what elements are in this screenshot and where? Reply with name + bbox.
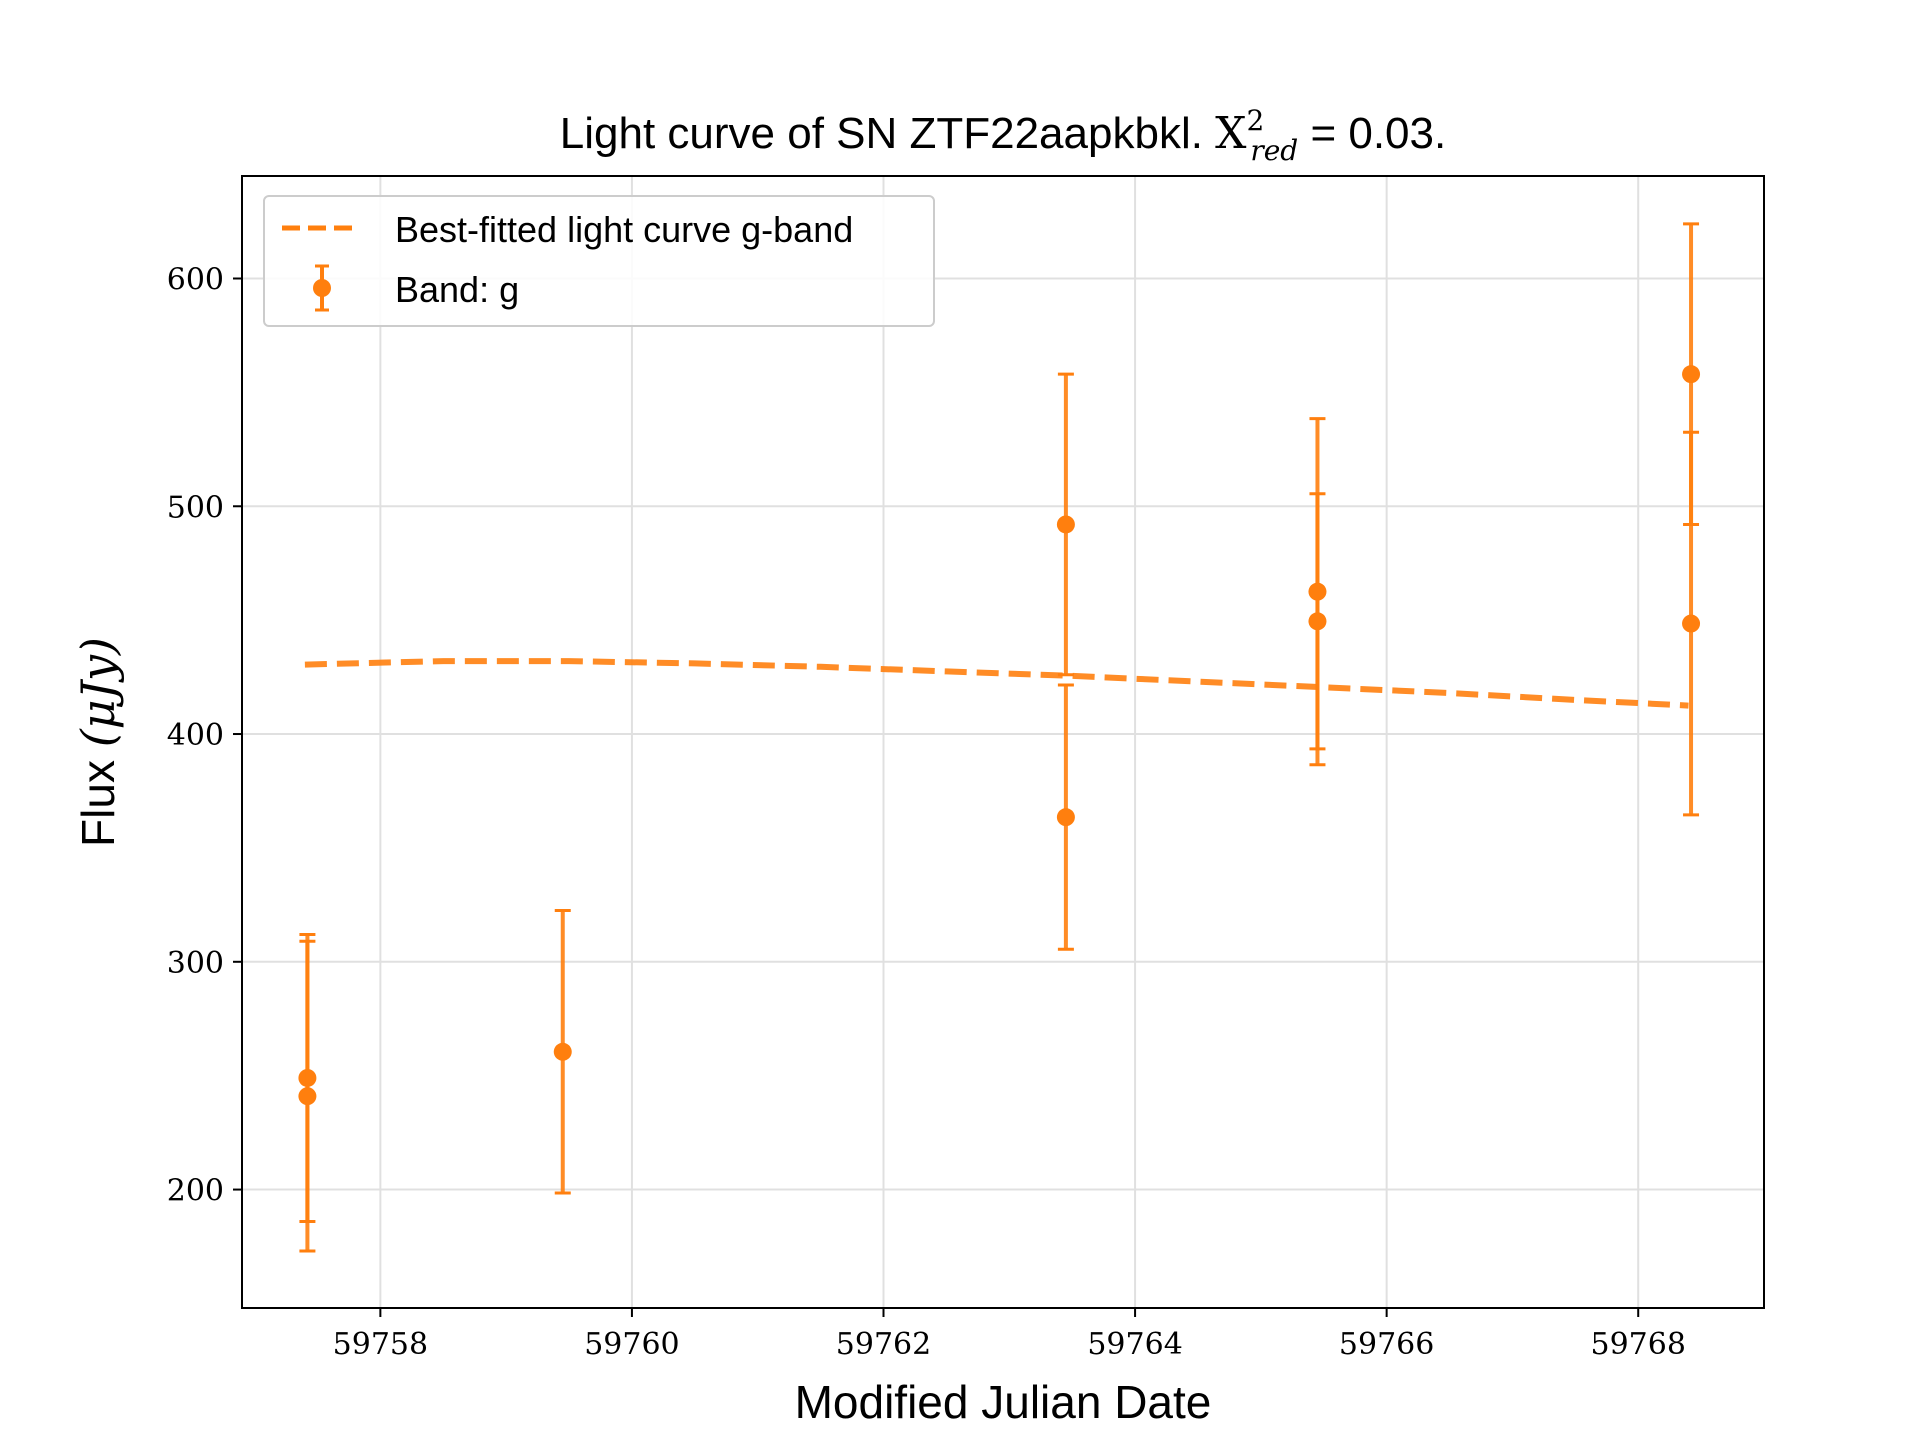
chart-title-prefix: Light curve of SN ZTF22aapkbkl. xyxy=(560,109,1215,158)
data-point xyxy=(1682,614,1701,633)
data-point xyxy=(553,1042,572,1061)
chart-title-suffix: = 0.03. xyxy=(1298,109,1446,158)
y-axis-label-text: Flux xyxy=(72,747,124,847)
legend-errorbar-swatch xyxy=(313,264,331,312)
grid xyxy=(242,176,1764,1308)
x-tick-label: 59764 xyxy=(1087,1327,1182,1362)
errorbar-point xyxy=(1308,492,1327,751)
x-tick-label: 59766 xyxy=(1339,1327,1434,1362)
data-point xyxy=(1056,515,1075,534)
legend-marker-dot xyxy=(313,279,331,297)
errorbar-point xyxy=(298,939,317,1253)
legend-label-fit: Best-fitted light curve g-band xyxy=(395,209,853,250)
y-tick-label: 300 xyxy=(167,946,224,981)
legend-box xyxy=(263,195,935,327)
errorbar-layer xyxy=(298,222,1701,1253)
fit-curve-layer xyxy=(304,658,1689,709)
data-point xyxy=(1056,808,1075,827)
plot-frame xyxy=(241,175,1765,1309)
errorbar-point xyxy=(1682,430,1701,817)
errorbar-point xyxy=(1056,372,1075,677)
x-axis-label: Modified Julian Date xyxy=(795,1376,1212,1428)
chart-title: Light curve of SN ZTF22aapkbkl. X2 red = … xyxy=(560,104,1446,167)
data-point xyxy=(298,1087,317,1106)
chi-subscript: red xyxy=(1250,134,1298,167)
y-axis-label: Flux (μJy) xyxy=(71,637,125,847)
chi-symbol: X xyxy=(1215,108,1247,159)
errorbar-point xyxy=(553,909,572,1195)
ticks: 59758 59760 59762 59764 59766 59768 200 300 400 5… xyxy=(167,262,1686,1362)
y-axis-label-unit: (μJy) xyxy=(71,637,125,747)
errorbar-point xyxy=(1056,683,1075,951)
y-tick-label: 600 xyxy=(167,262,224,297)
x-tick-label: 59758 xyxy=(333,1327,428,1362)
x-tick-label: 59768 xyxy=(1590,1327,1685,1362)
chi-superscript: 2 xyxy=(1247,104,1265,137)
fit-curve-line xyxy=(304,658,1689,709)
x-tick-label: 59762 xyxy=(836,1327,931,1362)
x-tick-label: 59760 xyxy=(584,1327,679,1362)
legend-label-band-g: Band: g xyxy=(395,269,519,310)
y-tick-label: 200 xyxy=(167,1174,224,1209)
data-point xyxy=(1308,612,1327,631)
data-point xyxy=(1682,365,1701,384)
y-tick-label: 500 xyxy=(167,490,224,525)
legend: Best-fitted light curve g-band Band: g xyxy=(263,195,935,327)
y-tick-label: 400 xyxy=(167,718,224,753)
